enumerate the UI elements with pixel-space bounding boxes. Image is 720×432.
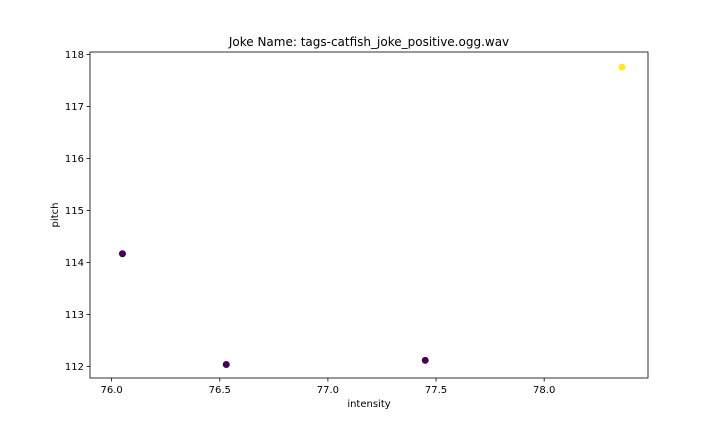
data-points: [118, 63, 626, 368]
y-tick-label: 117: [65, 102, 84, 113]
scatter-point: [618, 63, 626, 71]
x-tick-label: 76.5: [209, 385, 231, 396]
x-tick-label: 78.0: [533, 385, 555, 396]
y-tick-label: 115: [65, 206, 84, 217]
y-axis-label: pitch: [50, 203, 61, 228]
y-tick-label: 118: [65, 50, 84, 61]
y-tick-label: 113: [65, 310, 84, 321]
y-tick-label: 116: [65, 154, 84, 165]
x-tick-label: 77.5: [425, 385, 447, 396]
x-tick-label: 76.0: [100, 385, 122, 396]
y-tick-label: 114: [65, 258, 84, 269]
x-tick-label: 77.0: [317, 385, 339, 396]
x-axis-label: intensity: [347, 399, 390, 410]
scatter-point: [421, 356, 429, 364]
scatter-point: [118, 250, 126, 258]
y-axis: 112 113 114 115 116 117 118: [65, 50, 90, 373]
x-axis: 76.0 76.5 77.0 77.5 78.0: [100, 378, 555, 396]
chart-title: Joke Name: tags-catfish_joke_positive.og…: [228, 35, 509, 49]
plot-frame: [89, 51, 649, 379]
y-tick-label: 112: [65, 362, 84, 373]
scatter-point: [222, 360, 230, 368]
plot-area: [89, 51, 649, 379]
